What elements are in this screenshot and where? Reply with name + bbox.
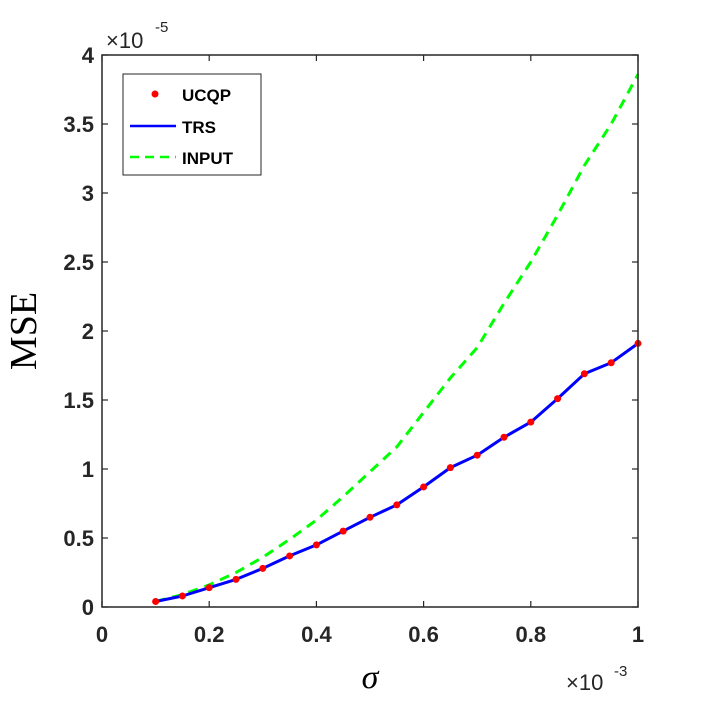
point-ucqp	[580, 370, 588, 378]
x-tick-label: 0.6	[408, 622, 439, 647]
ticks-layer: 0 0.2 0.4 0.6 0.8 1 0 0.5 1 1.5 2 2.5 3 3.5 4	[63, 43, 644, 647]
x-tick-label: 1	[632, 622, 644, 647]
legend-label-ucqp: UCQP	[182, 86, 231, 105]
y-tick-label: 2	[82, 319, 94, 344]
x-tick-label: 0	[96, 622, 108, 647]
point-ucqp	[554, 395, 562, 403]
y-tick-label: 2.5	[63, 250, 94, 275]
y-tick-label: 4	[82, 43, 95, 68]
y-tick-label: 1	[82, 457, 94, 482]
point-ucqp	[286, 552, 294, 560]
point-ucqp	[339, 527, 347, 535]
legend-label-input: INPUT	[182, 149, 234, 168]
point-ucqp	[393, 501, 401, 509]
legend-label-trs: TRS	[182, 118, 216, 137]
x-exponent-label: ×10	[566, 670, 603, 695]
x-exponent-power: -3	[614, 663, 627, 680]
point-ucqp	[420, 483, 428, 491]
point-ucqp	[205, 584, 213, 592]
x-tick-label: 0.8	[516, 622, 547, 647]
point-ucqp	[152, 597, 160, 605]
point-ucqp	[607, 359, 615, 367]
point-ucqp	[527, 418, 535, 426]
y-axis-label: MSE	[3, 292, 45, 370]
y-tick-label: 0.5	[63, 526, 94, 551]
legend-swatch-ucqp	[151, 90, 159, 98]
point-ucqp	[446, 464, 454, 472]
x-tick-label: 0.2	[194, 622, 225, 647]
point-ucqp	[178, 592, 186, 600]
point-ucqp	[312, 541, 320, 549]
legend: UCQP TRS INPUT	[122, 73, 262, 176]
y-tick-label: 3.5	[63, 112, 94, 137]
series-line-input	[155, 73, 640, 603]
y-tick-label: 0	[82, 595, 94, 620]
point-ucqp	[259, 564, 267, 572]
point-ucqp	[232, 575, 240, 583]
x-tick-label: 0.4	[301, 622, 332, 647]
y-tick-label: 3	[82, 181, 94, 206]
point-ucqp	[366, 513, 374, 521]
x-axis-label: σ	[362, 659, 380, 696]
y-exponent-label: ×10	[106, 28, 143, 53]
y-exponent-power: -5	[155, 19, 168, 36]
y-tick-label: 1.5	[63, 388, 94, 413]
point-ucqp	[500, 433, 508, 441]
point-ucqp	[473, 451, 481, 459]
